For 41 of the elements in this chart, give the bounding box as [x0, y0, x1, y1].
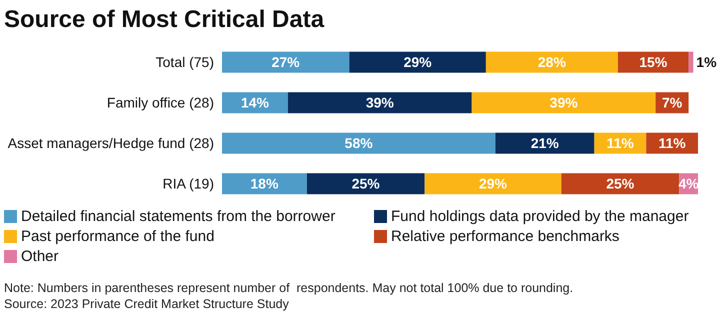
legend-label: Relative performance benchmarks — [391, 228, 620, 245]
data-label: 11% — [658, 135, 686, 152]
bar — [688, 52, 694, 73]
bar — [495, 132, 594, 154]
bar — [561, 173, 680, 194]
data-label: 29% — [404, 54, 432, 70]
bar — [222, 173, 307, 194]
data-label: 21% — [530, 135, 560, 152]
data-label: 39% — [366, 94, 394, 111]
y-tick-label: Asset managers/Hedge fund (28) — [8, 135, 214, 152]
legend-label: Other — [21, 248, 59, 265]
data-label: 29% — [478, 176, 508, 192]
data-label: 1% — [696, 54, 718, 70]
y-tick-label: Family office (28) — [106, 94, 214, 111]
legend-label: Detailed financial statements from the borrower — [21, 208, 336, 225]
bar — [472, 92, 656, 114]
data-label: 25% — [606, 176, 635, 192]
chart-title: Source of Most Critical Data — [4, 6, 324, 34]
data-label: 39% — [550, 94, 578, 111]
bar — [486, 52, 618, 73]
bar — [424, 173, 562, 194]
data-label: 25% — [352, 176, 380, 192]
data-label: 27% — [272, 54, 300, 70]
data-label: 14% — [240, 94, 270, 111]
data-label: 11% — [606, 135, 634, 152]
bar — [222, 132, 496, 154]
bar — [288, 92, 472, 114]
data-label: 7% — [662, 94, 683, 111]
bar — [222, 52, 350, 73]
data-label: 15% — [639, 54, 668, 70]
data-label: 58% — [344, 135, 374, 152]
text: Note: Numbers in parentheses represent number of respondents. May not total 100% due to rounding. — [4, 280, 574, 296]
legend-label: Past performance of the fund — [21, 228, 214, 245]
source-note: Source: 2023 Private Credit Market Structure Study — [4, 296, 290, 312]
data-label: 28% — [538, 54, 566, 70]
bar — [349, 52, 486, 73]
y-tick-label: Total (75) — [156, 54, 214, 70]
legend-label: Fund holdings data provided by the manager — [391, 208, 689, 225]
data-label: 18% — [250, 176, 279, 192]
y-tick-label: RIA (19) — [162, 176, 214, 192]
bar — [306, 173, 425, 194]
